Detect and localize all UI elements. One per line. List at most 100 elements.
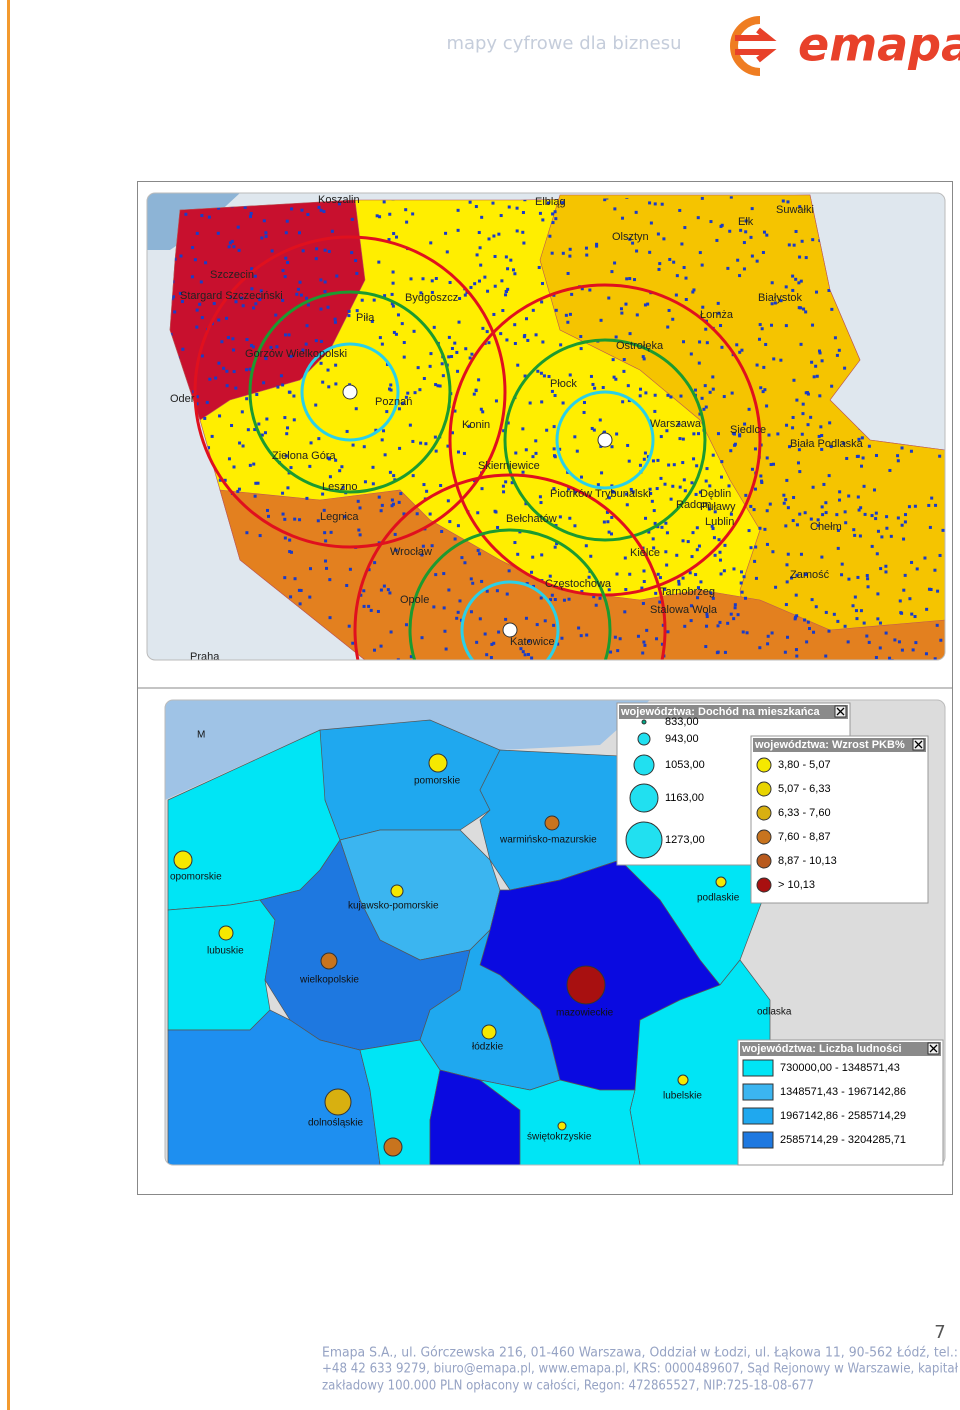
town-dot — [468, 356, 472, 360]
city-label: Kielce — [630, 547, 660, 559]
town-dot — [485, 330, 489, 334]
town-dot — [658, 600, 662, 604]
town-dot — [819, 425, 823, 429]
town-dot — [347, 309, 351, 313]
town-dot — [740, 348, 744, 352]
town-dot — [264, 231, 268, 235]
town-dot — [502, 429, 506, 433]
city-label: Stargard Szczeciński — [180, 290, 283, 302]
town-dot — [838, 490, 842, 494]
town-dot — [642, 569, 646, 573]
town-dot — [328, 616, 332, 620]
town-dot — [866, 585, 870, 589]
town-dot — [763, 388, 767, 392]
town-dot — [552, 487, 556, 491]
town-dot — [893, 638, 897, 642]
town-dot — [811, 323, 815, 327]
town-dot — [493, 254, 497, 258]
town-dot — [504, 480, 508, 484]
town-dot — [700, 263, 704, 267]
town-dot — [667, 463, 671, 467]
town-dot — [420, 553, 424, 557]
town-dot — [536, 369, 540, 373]
town-dot — [782, 501, 786, 505]
town-dot — [889, 534, 893, 538]
legend-symbol — [742, 1059, 774, 1077]
town-dot — [888, 656, 892, 660]
town-dot — [910, 560, 914, 564]
town-dot — [879, 567, 883, 571]
town-dot — [744, 230, 748, 234]
town-dot — [383, 294, 387, 298]
town-dot — [629, 487, 633, 491]
town-dot — [391, 270, 395, 274]
town-dot — [390, 504, 394, 508]
town-dot — [204, 261, 208, 265]
town-dot — [513, 541, 517, 545]
town-dot — [742, 241, 746, 245]
town-dot — [521, 211, 525, 215]
town-dot — [803, 511, 807, 515]
region-label: odlaska — [757, 1007, 792, 1018]
town-dot — [524, 502, 528, 506]
town-dot — [804, 310, 808, 314]
town-dot — [678, 437, 682, 441]
town-dot — [683, 624, 687, 628]
town-dot — [184, 212, 188, 216]
town-dot — [607, 296, 611, 300]
town-dot — [217, 206, 221, 210]
town-dot — [684, 276, 688, 280]
town-dot — [764, 342, 768, 346]
town-dot — [681, 437, 685, 441]
town-dot — [438, 384, 442, 388]
town-dot — [702, 407, 706, 411]
town-dot — [933, 657, 937, 660]
town-dot — [795, 523, 799, 527]
range-ring — [555, 390, 655, 490]
town-dot — [645, 628, 649, 632]
logo-icon — [730, 16, 777, 76]
town-dot — [382, 200, 386, 204]
town-dot — [782, 493, 786, 497]
town-dot — [419, 441, 423, 445]
town-dot — [234, 386, 238, 390]
town-dot — [253, 274, 257, 278]
legend-symbol — [756, 853, 772, 869]
sea — [165, 700, 650, 800]
town-dot — [509, 258, 513, 262]
town-dot — [579, 335, 583, 339]
town-dot — [180, 300, 184, 304]
town-dot — [538, 495, 542, 499]
town-dot — [218, 414, 222, 418]
town-dot — [528, 401, 532, 405]
city-label: Konin — [462, 419, 490, 431]
town-dot — [447, 588, 451, 592]
town-dot — [711, 527, 715, 531]
town-dot — [356, 499, 360, 503]
town-dot — [539, 501, 543, 505]
town-dot — [711, 375, 715, 379]
town-dot — [492, 641, 496, 645]
town-dot — [203, 416, 207, 420]
town-dot — [742, 575, 746, 579]
town-dot — [579, 634, 583, 638]
town-dot — [315, 247, 319, 251]
town-dot — [705, 341, 709, 345]
legend-item: 730000,00 - 1348571,43 — [780, 1062, 900, 1074]
town-dot — [855, 454, 859, 458]
town-dot — [561, 201, 565, 205]
town-dot — [902, 537, 906, 541]
region-label: opomorskie — [170, 872, 222, 883]
town-dot — [880, 535, 884, 539]
town-dot — [496, 525, 500, 529]
town-dot — [795, 573, 799, 577]
town-dot — [288, 538, 292, 542]
region-label: M — [197, 730, 205, 741]
town-dot — [446, 444, 450, 448]
town-dot — [432, 605, 436, 609]
town-dot — [351, 443, 355, 447]
town-dot — [697, 361, 701, 365]
town-dot — [719, 475, 723, 479]
town-dot — [696, 596, 700, 600]
town-dot — [195, 325, 199, 329]
